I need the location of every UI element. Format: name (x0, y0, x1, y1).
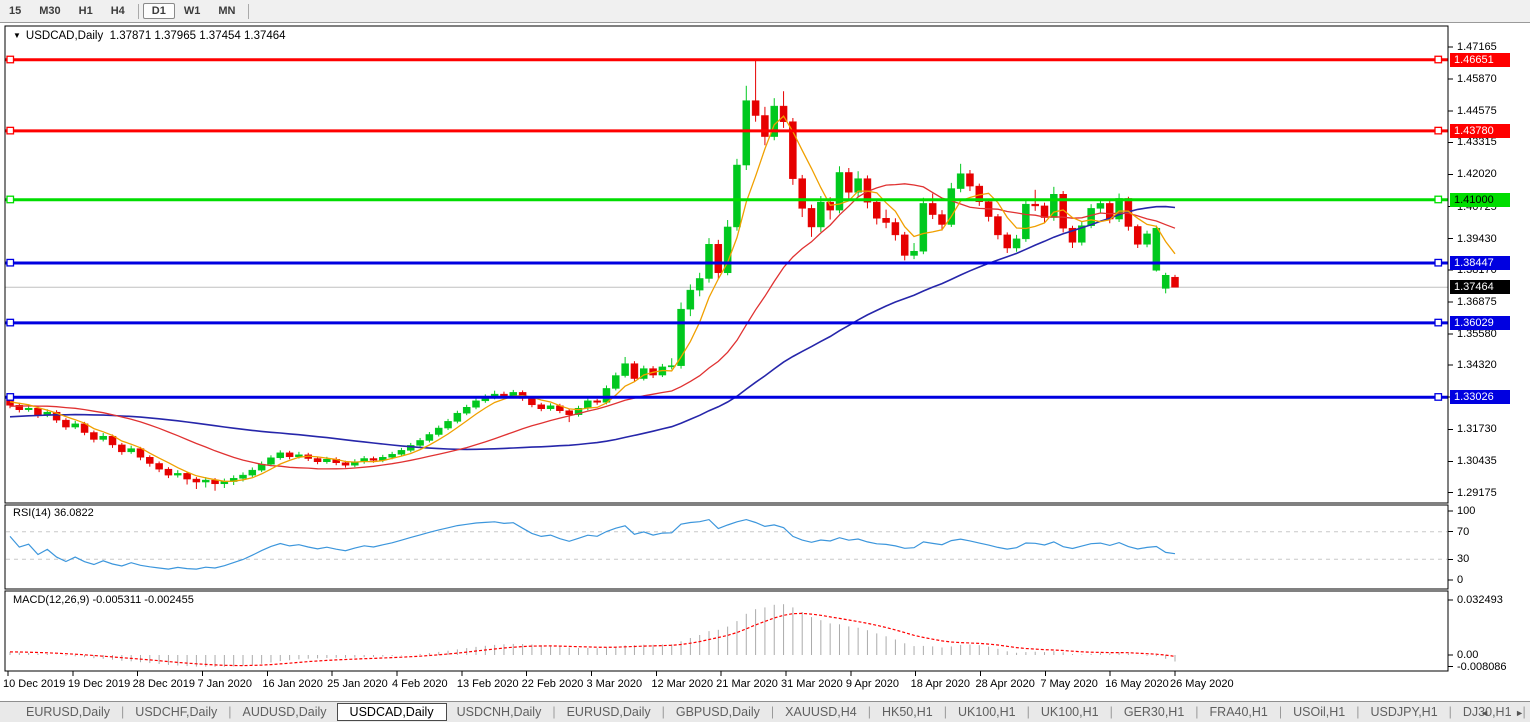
tab-separator: | (661, 705, 665, 719)
chart-tab-hk50-8[interactable]: HK50,H1 (881, 705, 933, 719)
symbol-dropdown-icon[interactable]: ▼ (13, 31, 21, 40)
tab-scroll-right-icon[interactable]: ► (1515, 707, 1524, 718)
tab-separator: | (1278, 705, 1283, 719)
tab-separator: | (770, 705, 775, 719)
chart-tab-usdjpy-14[interactable]: USDJPY,H1 (1370, 705, 1438, 719)
chart-symbol: USDCAD,Daily (25, 30, 104, 42)
chart-tab-usoil-13[interactable]: USOil,H1 (1293, 705, 1346, 719)
tab-separator: | (228, 705, 232, 719)
chart-tab-uk100-9[interactable]: UK100,H1 (957, 705, 1016, 719)
macd-indicator-label: MACD(12,26,9) -0.005311 -0.002455 (13, 594, 194, 606)
chart-tab-xauusd-7[interactable]: XAUUSD,H4 (785, 705, 857, 719)
tab-separator: | (1195, 705, 1199, 719)
toolbar-separator (137, 3, 139, 19)
macd-signal-value: -0.002455 (144, 594, 194, 606)
chart-tab-usdcad-3[interactable]: USDCAD,Daily (336, 703, 447, 721)
timeframe-toolbar: 15 M30 H1 H4 D1 W1 MN (0, 0, 1530, 23)
chart-tab-audusd-2[interactable]: AUDUSD,Daily (242, 705, 327, 719)
tab-scroll-arrows: ◄ ► (1480, 702, 1524, 723)
toolbar-separator (248, 3, 250, 19)
chart-tab-eurusd-5[interactable]: EURUSD,Daily (566, 705, 651, 719)
tab-separator: | (1448, 705, 1452, 719)
chart-tab-fra40-12[interactable]: FRA40,H1 (1209, 705, 1268, 719)
tab-separator: | (1522, 705, 1526, 719)
chart-tab-ger30-11[interactable]: GER30,H1 (1123, 705, 1185, 719)
chart-tab-usdchf-1[interactable]: USDCHF,Daily (135, 705, 218, 719)
timeframe-button-w1[interactable]: W1 (183, 5, 201, 17)
tab-separator: | (1109, 705, 1113, 719)
rsi-value: 36.0822 (53, 507, 94, 519)
timeframe-button-m30[interactable]: M30 (39, 5, 61, 17)
rsi-indicator-label: RSI(14) 36.0822 (13, 507, 94, 519)
chart-tab-uk100-10[interactable]: UK100,H1 (1040, 705, 1099, 719)
ohlc-low: 1.37454 (199, 30, 241, 42)
chart-tab-eurusd-0[interactable]: EURUSD,Daily (26, 705, 111, 719)
timeframe-button-h4[interactable]: H4 (110, 5, 125, 17)
timeframe-button-mn[interactable]: MN (218, 5, 236, 17)
chart-tab-dj30-15[interactable]: DJ30,H1 (1462, 705, 1512, 719)
macd-main-value: -0.005311 (92, 594, 142, 606)
timeframe-button-h1[interactable]: H1 (78, 5, 93, 17)
tab-separator: | (867, 705, 871, 719)
ohlc-high: 1.37965 (154, 30, 196, 42)
chart-tab-gbpusd-6[interactable]: GBPUSD,Daily (675, 705, 760, 719)
tab-separator: | (121, 705, 125, 719)
tab-separator: | (1356, 705, 1360, 719)
timeframe-button-d1[interactable]: D1 (142, 3, 175, 19)
chart-tab-usdcnh-4[interactable]: USDCNH,Daily (456, 705, 542, 719)
tab-separator: | (552, 705, 556, 719)
ohlc-close: 1.37464 (243, 30, 286, 42)
tab-separator: | (1026, 705, 1030, 719)
tab-scroll-left-icon[interactable]: ◄ (1480, 707, 1490, 718)
tab-separator: | (943, 705, 947, 719)
timeframe-button-15[interactable]: 15 (9, 5, 22, 17)
chart-tab-bar: EURUSD,Daily | USDCHF,Daily | AUDUSD,Daily US… (0, 701, 1530, 722)
ohlc-open: 1.37871 (109, 30, 152, 42)
chart-title: ▼ USDCAD,Daily 1.37871 1.37965 1.37454 1.… (13, 30, 286, 42)
